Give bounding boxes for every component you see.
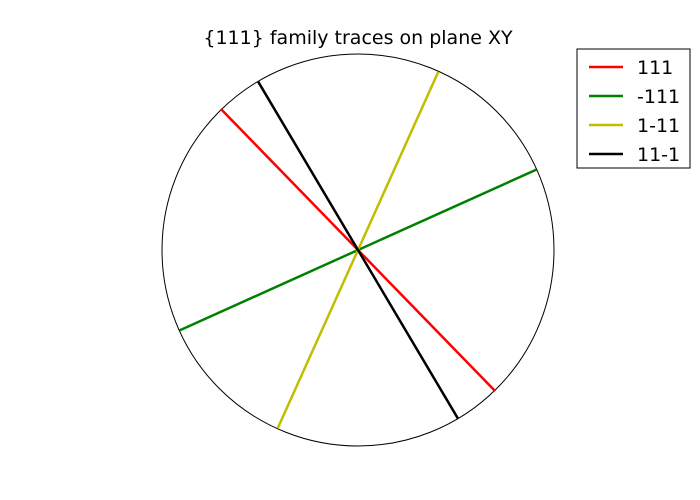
legend-frame	[576, 48, 691, 169]
series-group	[179, 71, 537, 429]
legend-label-1-11: 1-11	[637, 115, 680, 137]
legend: 111 -111 1-11 11-1	[576, 48, 691, 169]
legend-label--111: -111	[637, 86, 680, 108]
stereographic-circle	[161, 53, 555, 447]
trace-line-11-1	[256, 80, 460, 420]
legend-label-11-1: 11-1	[637, 144, 680, 166]
legend-items: 111 -111 1-11 11-1	[589, 57, 680, 166]
chart-title: {111} family traces on plane XY	[203, 27, 513, 49]
legend-label-111: 111	[637, 57, 673, 79]
